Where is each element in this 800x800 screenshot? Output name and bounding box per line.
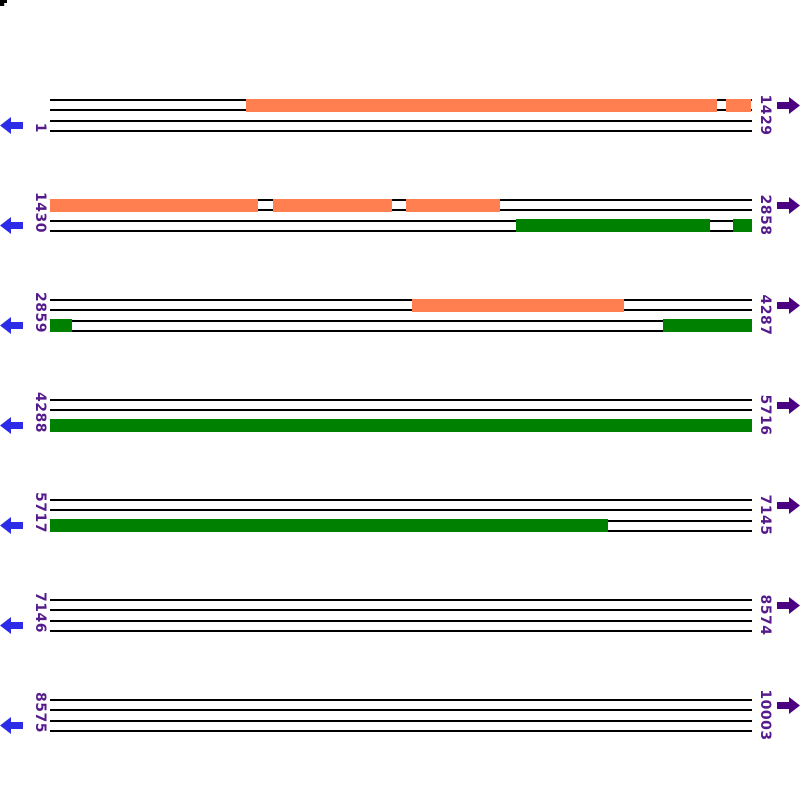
row-start-position-label: 1 bbox=[32, 122, 48, 133]
reverse-orf-segment bbox=[515, 219, 711, 232]
strand-line-2 bbox=[50, 709, 752, 711]
strand-line-4 bbox=[50, 330, 752, 332]
row-end-position-label: 4287 bbox=[757, 294, 773, 336]
row-start-position-label: 1430 bbox=[32, 192, 48, 233]
right-arrow-icon bbox=[777, 496, 800, 519]
right-arrow-icon bbox=[777, 96, 800, 119]
strand-line-2 bbox=[50, 509, 752, 511]
strand-line-2 bbox=[50, 209, 752, 211]
left-arrow-icon bbox=[0, 216, 23, 239]
left-arrow-icon bbox=[0, 316, 23, 339]
right-arrow-icon bbox=[777, 696, 800, 719]
clipped-text-artifact bbox=[0, 0, 7, 6]
reverse-orf-segment bbox=[50, 319, 72, 332]
strand-line-3 bbox=[50, 620, 752, 622]
strand-line-1 bbox=[50, 299, 752, 301]
strand-line-3 bbox=[50, 320, 752, 322]
strand-line-4 bbox=[50, 730, 752, 732]
strand-line-3 bbox=[50, 220, 752, 222]
row-start-position-label: 5717 bbox=[32, 492, 48, 533]
row-end-position-label: 1429 bbox=[757, 94, 773, 136]
strand-line-3 bbox=[50, 720, 752, 722]
forward-orf-segment bbox=[405, 199, 500, 212]
strand-line-1 bbox=[50, 599, 752, 601]
forward-orf-segment bbox=[50, 199, 258, 212]
strand-line-3 bbox=[50, 120, 752, 122]
row-end-position-label: 10003 bbox=[757, 689, 773, 741]
strand-line-1 bbox=[50, 399, 752, 401]
strand-line-1 bbox=[50, 699, 752, 701]
forward-orf-segment bbox=[726, 99, 752, 112]
strand-line-4 bbox=[50, 130, 752, 132]
row-end-position-label: 7145 bbox=[757, 494, 773, 536]
strand-line-1 bbox=[50, 499, 752, 501]
reverse-orf-segment bbox=[50, 419, 752, 432]
row-start-position-label: 4288 bbox=[32, 392, 48, 433]
strand-line-2 bbox=[50, 309, 752, 311]
strand-line-4 bbox=[50, 630, 752, 632]
strand-line-1 bbox=[50, 199, 752, 201]
row-start-position-label: 7146 bbox=[32, 592, 48, 633]
left-arrow-icon bbox=[0, 716, 23, 739]
left-arrow-icon bbox=[0, 116, 23, 139]
left-arrow-icon bbox=[0, 616, 23, 639]
row-end-position-label: 2858 bbox=[757, 194, 773, 236]
strand-line-2 bbox=[50, 409, 752, 411]
strand-line-4 bbox=[50, 230, 752, 232]
right-arrow-icon bbox=[777, 596, 800, 619]
right-arrow-icon bbox=[777, 396, 800, 419]
left-arrow-icon bbox=[0, 516, 23, 539]
left-arrow-icon bbox=[0, 416, 23, 439]
strand-line-2 bbox=[50, 609, 752, 611]
forward-orf-segment bbox=[245, 99, 717, 112]
right-arrow-icon bbox=[777, 196, 800, 219]
row-end-position-label: 8574 bbox=[757, 594, 773, 636]
right-arrow-icon bbox=[777, 296, 800, 319]
row-end-position-label: 5716 bbox=[757, 394, 773, 436]
reverse-orf-segment bbox=[50, 519, 609, 532]
row-start-position-label: 2859 bbox=[32, 292, 48, 333]
forward-orf-segment bbox=[412, 299, 625, 312]
reverse-orf-segment bbox=[662, 319, 752, 332]
row-start-position-label: 8575 bbox=[32, 692, 48, 733]
forward-orf-segment bbox=[273, 199, 392, 212]
reverse-orf-segment bbox=[732, 219, 752, 232]
